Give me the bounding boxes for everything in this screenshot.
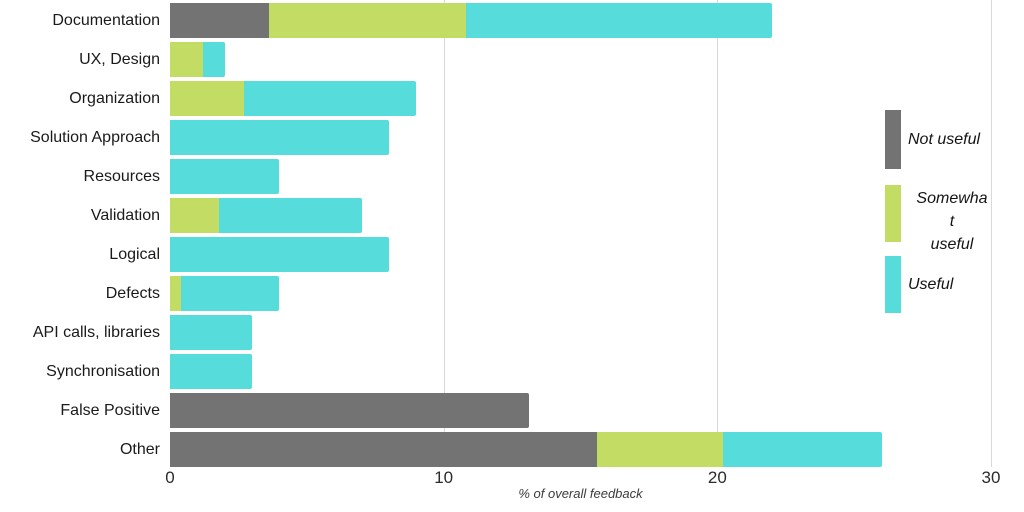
- legend-label-line: Somewha: [916, 190, 988, 207]
- legend-item-not-useful: Not useful: [885, 110, 996, 169]
- legend-label: Somewha t useful: [908, 187, 996, 256]
- category-label: UX, Design: [79, 50, 160, 68]
- bar-segment-useful: [170, 158, 280, 194]
- gridline-x-30: [991, 0, 992, 467]
- legend-swatch: [885, 185, 901, 242]
- bar-segment-somewhat-useful: [170, 80, 244, 116]
- legend-label-line: useful: [930, 236, 974, 253]
- x-tick-label: 20: [707, 468, 727, 487]
- category-label: Validation: [90, 206, 160, 224]
- bar-segment-not-useful: [170, 431, 597, 467]
- category-label: Other: [119, 440, 160, 458]
- category-label: Solution Approach: [30, 128, 160, 146]
- bar-segment-useful: [722, 431, 882, 467]
- category-label: Synchronisation: [46, 362, 160, 380]
- bar-segment-useful: [170, 353, 253, 389]
- bar-segment-useful: [170, 314, 253, 350]
- bar-segment-useful: [202, 41, 225, 77]
- bar-segment-somewhat-useful: [268, 2, 466, 38]
- bar-segment-somewhat-useful: [170, 197, 220, 233]
- legend-label: Not useful: [908, 131, 981, 148]
- x-tick-label: 0: [165, 468, 175, 487]
- legend-item-somewhat-useful: Somewha t useful: [885, 185, 996, 256]
- bar-segment-not-useful: [170, 2, 269, 38]
- category-label: Documentation: [52, 11, 160, 29]
- legend-label: Useful: [908, 276, 954, 293]
- x-tick-label: 10: [434, 468, 454, 487]
- category-label: Logical: [109, 245, 160, 263]
- legend-swatch: [885, 110, 901, 169]
- bar-segment-useful: [170, 119, 389, 155]
- bar-segment-useful: [219, 197, 362, 233]
- category-label: Organization: [69, 89, 160, 107]
- bar-segment-somewhat-useful: [596, 431, 723, 467]
- legend-item-useful: Useful: [885, 256, 996, 313]
- legend-swatch: [885, 256, 901, 313]
- bar-segment-useful: [465, 2, 773, 38]
- bar-segment-somewhat-useful: [170, 41, 203, 77]
- x-tick-label: 30: [981, 468, 1001, 487]
- legend-label-line: t: [949, 213, 955, 230]
- bar-segment-useful: [170, 236, 389, 272]
- bar-segment-useful: [243, 80, 417, 116]
- bar-segment-useful: [180, 275, 280, 311]
- bar-segment-not-useful: [170, 392, 529, 428]
- gridline-x-20: [717, 0, 719, 467]
- category-label: False Positive: [60, 401, 160, 419]
- x-axis-title: % of overall feedback: [518, 486, 643, 501]
- category-label: Resources: [83, 167, 160, 185]
- category-label: API calls, libraries: [32, 323, 160, 341]
- bar-segment-somewhat-useful: [170, 275, 181, 311]
- category-label: Defects: [105, 284, 160, 302]
- gridline-x-10: [443, 0, 445, 467]
